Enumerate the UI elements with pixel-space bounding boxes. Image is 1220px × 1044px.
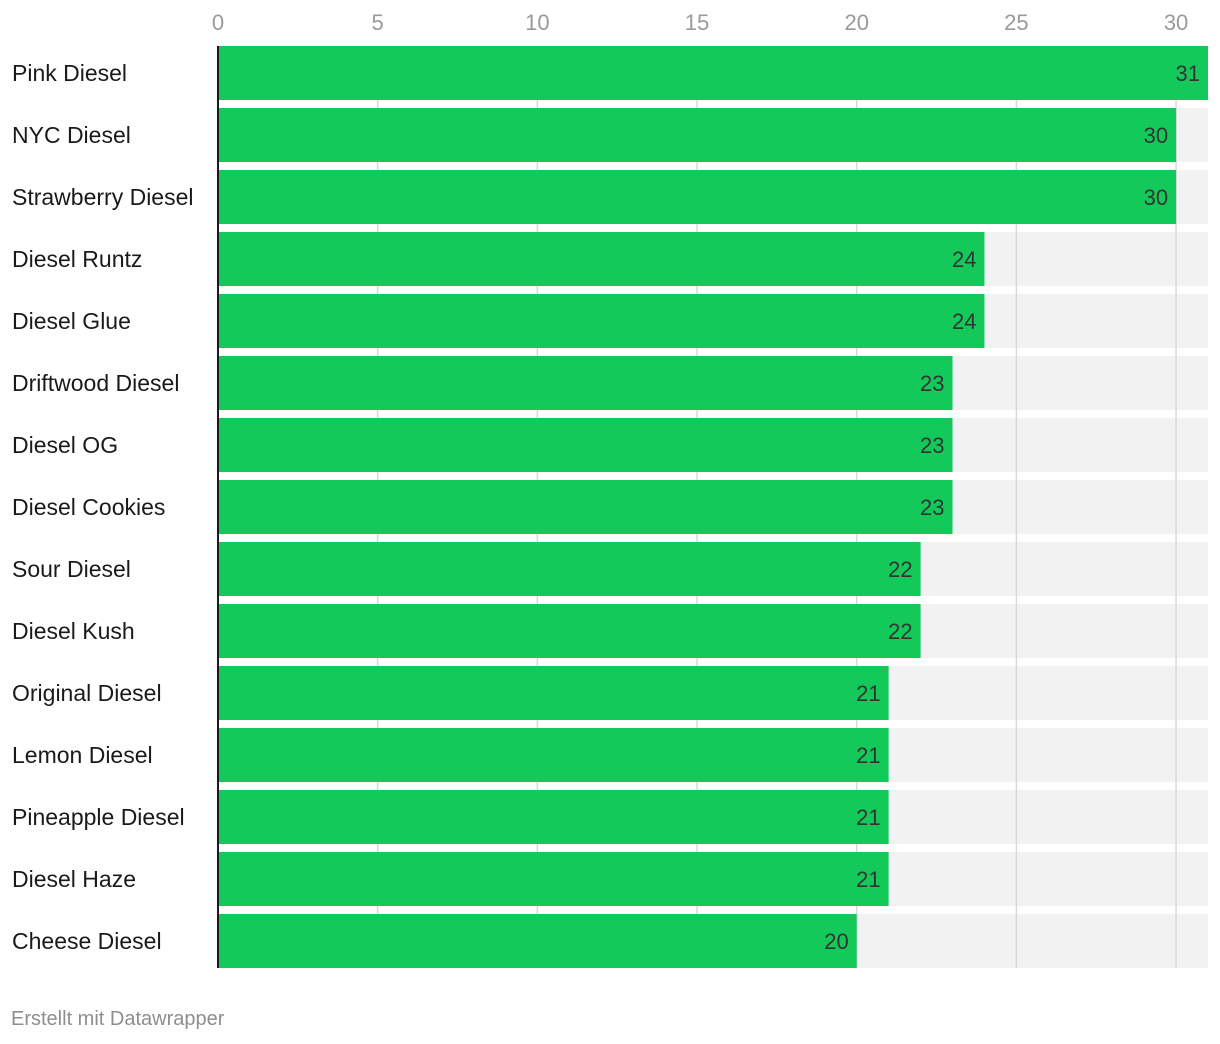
category-label: Pink Diesel [12, 60, 127, 86]
value-label: 23 [920, 371, 944, 396]
category-label: Strawberry Diesel [12, 184, 194, 210]
bar [218, 46, 1208, 100]
category-label: Diesel Cookies [12, 494, 165, 520]
category-label: Diesel OG [12, 432, 118, 458]
bar [218, 914, 857, 968]
value-label: 20 [824, 929, 848, 954]
bar [218, 666, 889, 720]
category-label: Diesel Glue [12, 308, 131, 334]
value-label: 21 [856, 681, 880, 706]
bar [218, 728, 889, 782]
category-label: NYC Diesel [12, 122, 131, 148]
bar [218, 294, 985, 348]
bar [218, 790, 889, 844]
category-label: Pineapple Diesel [12, 804, 185, 830]
x-tick-label: 15 [685, 10, 709, 35]
value-label: 23 [920, 433, 944, 458]
category-label: Cheese Diesel [12, 928, 162, 954]
category-label: Diesel Runtz [12, 246, 142, 272]
bar [218, 480, 953, 534]
x-tick-label: 10 [525, 10, 549, 35]
bar [218, 852, 889, 906]
x-tick-label: 20 [844, 10, 868, 35]
category-label: Diesel Kush [12, 618, 135, 644]
value-label: 21 [856, 867, 880, 892]
footer-credit: Erstellt mit Datawrapper [11, 1008, 225, 1030]
value-label: 24 [952, 247, 976, 272]
x-tick-label: 5 [372, 10, 384, 35]
x-tick-label: 0 [212, 10, 224, 35]
bar [218, 170, 1177, 224]
value-label: 22 [888, 619, 912, 644]
value-label: 24 [952, 309, 976, 334]
x-tick-label: 25 [1004, 10, 1028, 35]
x-tick-label: 30 [1164, 10, 1188, 35]
value-label: 30 [1144, 123, 1168, 148]
category-label: Sour Diesel [12, 556, 131, 582]
bar [218, 356, 953, 410]
category-label: Original Diesel [12, 680, 162, 706]
value-label: 30 [1144, 185, 1168, 210]
bar-chart: 0 5 10 15 20 25 30 Pink Diesel 31 NYC Diesel 30 Str… [12, 10, 1208, 968]
bar [218, 232, 985, 286]
value-label: 21 [856, 743, 880, 768]
category-label: Diesel Haze [12, 866, 136, 892]
bar [218, 542, 921, 596]
category-label: Driftwood Diesel [12, 370, 179, 396]
value-label: 21 [856, 805, 880, 830]
bar [218, 604, 921, 658]
value-label: 23 [920, 495, 944, 520]
bar [218, 108, 1177, 162]
bar [218, 418, 953, 472]
value-label: 22 [888, 557, 912, 582]
category-label: Lemon Diesel [12, 742, 153, 768]
value-label: 31 [1176, 61, 1200, 86]
